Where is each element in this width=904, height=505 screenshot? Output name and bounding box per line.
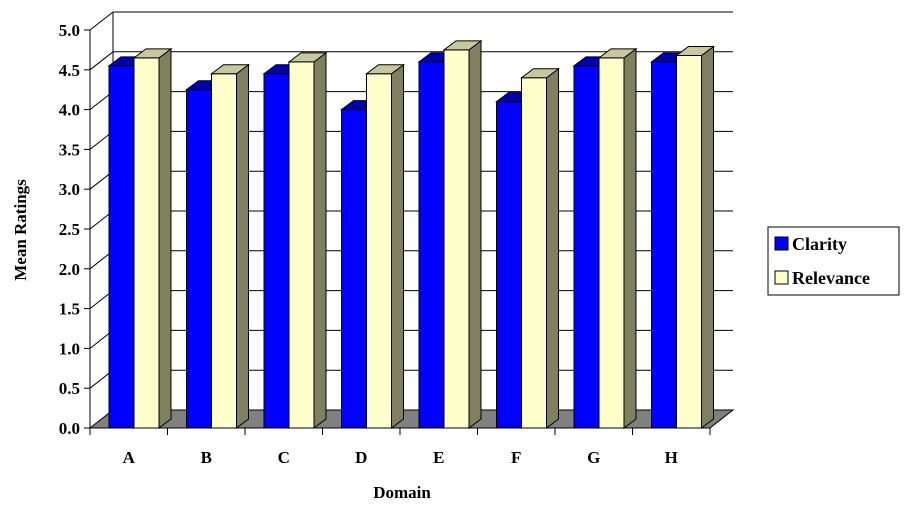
bar-top	[132, 48, 173, 59]
y-tick-label: 2.5	[59, 220, 80, 239]
bar-side	[468, 39, 482, 429]
bar-side	[158, 47, 172, 429]
gridline-depth	[89, 51, 114, 71]
bar-top	[442, 40, 483, 51]
bar-top	[365, 64, 405, 75]
bar-side	[546, 67, 559, 429]
bar-side	[236, 63, 249, 429]
bar-front	[496, 101, 522, 429]
y-tick-label: 1.0	[59, 339, 80, 358]
bar-front	[573, 65, 600, 429]
bar-side	[701, 45, 714, 429]
bar-front	[108, 65, 135, 429]
bar-front	[443, 49, 470, 429]
bar-side	[623, 47, 637, 429]
bar-front	[418, 61, 445, 429]
legend-swatch	[774, 270, 789, 285]
legend-label: Clarity	[792, 234, 847, 254]
y-tick-label: 0.0	[59, 419, 80, 438]
bar-front	[521, 77, 547, 429]
y-tick-label: 5.0	[59, 21, 80, 40]
y-tick-label: 4.0	[59, 101, 80, 120]
bar-top	[287, 52, 328, 63]
bar-front	[651, 61, 677, 429]
y-tick-label: 2.0	[59, 260, 80, 279]
x-tick-label: A	[123, 448, 136, 467]
x-tick-label: F	[511, 448, 521, 467]
bar-front	[341, 109, 367, 429]
bar-front	[598, 57, 625, 429]
bar-top	[210, 64, 250, 75]
y-axis-label: Mean Ratings	[11, 179, 30, 281]
bar-front	[186, 89, 212, 429]
gridline-depth	[89, 11, 114, 31]
y-tick-label: 3.5	[59, 140, 80, 159]
bar-front	[288, 61, 315, 429]
legend-swatch	[774, 236, 789, 251]
y-tick-label: 0.5	[59, 379, 80, 398]
x-tick-label: C	[278, 448, 290, 467]
y-tick-label: 3.0	[59, 180, 80, 199]
bar-top	[597, 48, 638, 59]
x-tick-label: H	[665, 448, 678, 467]
x-tick-label: G	[587, 448, 600, 467]
bar-top	[675, 45, 715, 56]
x-axis-label: Domain	[373, 483, 431, 502]
bar-front	[676, 54, 702, 429]
bar-top	[520, 68, 560, 79]
bar-side	[391, 63, 404, 429]
bar-front	[211, 73, 237, 429]
x-tick-label: E	[433, 448, 444, 467]
x-tick-label: B	[201, 448, 212, 467]
x-tick-label: D	[355, 448, 367, 467]
y-tick-label: 1.5	[59, 300, 80, 319]
bar-front	[133, 57, 160, 429]
plot-area: 0.0 0.5 1.0 1.5 2.0 2.5 3.0 3.5 4.0 4.5 5.0 A B C D E F G…	[59, 11, 735, 467]
bar-front	[263, 73, 290, 429]
y-tick-label: 4.5	[59, 61, 80, 80]
bar-side	[313, 51, 327, 429]
legend: Clarity Relevance	[767, 226, 900, 296]
bar-front	[366, 73, 392, 429]
legend-label: Relevance	[792, 268, 870, 288]
